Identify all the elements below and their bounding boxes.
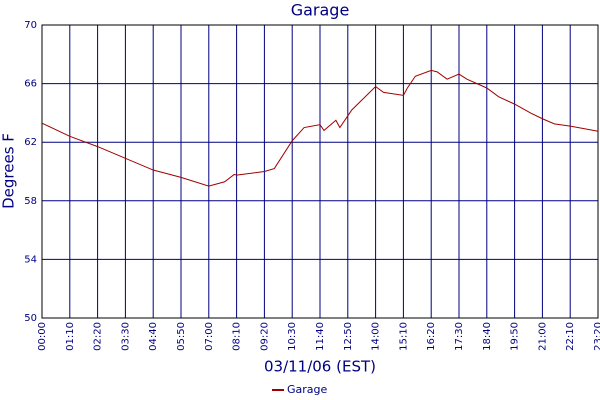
x-tick-label: 12:50: [343, 322, 354, 351]
x-tick-label: 00:00: [37, 322, 48, 351]
y-tick-label: 66: [24, 79, 37, 90]
x-tick-label: 16:20: [426, 322, 437, 351]
x-tick-label: 23:20: [593, 322, 600, 351]
legend-label: Garage: [287, 383, 328, 396]
x-tick-label: 15:10: [398, 322, 409, 351]
y-axis-label: Degrees F: [0, 133, 18, 209]
x-tick-label: 10:30: [287, 322, 298, 351]
x-tick-label: 03:30: [120, 322, 131, 351]
x-tick-label: 09:20: [259, 322, 270, 351]
x-tick-label: 04:40: [148, 322, 159, 351]
chart-title: Garage: [291, 1, 350, 20]
x-tick-label: 01:10: [65, 322, 76, 351]
x-tick-label: 08:10: [232, 322, 243, 351]
x-tick-label: 14:00: [371, 322, 382, 351]
y-tick-label: 70: [24, 20, 37, 31]
x-tick-label: 22:10: [565, 322, 576, 351]
x-tick-label: 19:50: [510, 322, 521, 351]
x-tick-label: 07:00: [204, 322, 215, 351]
y-tick-label: 54: [24, 254, 37, 265]
line-series: [41, 69, 599, 187]
x-tick-label: 05:50: [176, 322, 187, 351]
plot-border: [41, 24, 599, 319]
y-tick-label: 62: [24, 137, 37, 148]
x-tick-label: 21:00: [537, 322, 548, 351]
x-tick-label: 02:20: [93, 322, 104, 351]
x-tick-label: 17:30: [454, 322, 465, 351]
x-axis-label: 03/11/06 (EST): [264, 358, 376, 376]
y-tick-label: 58: [24, 196, 37, 207]
x-tick-label: 18:40: [482, 322, 493, 351]
y-tick-label: 50: [24, 313, 37, 324]
x-tick-label: 11:40: [315, 322, 326, 351]
